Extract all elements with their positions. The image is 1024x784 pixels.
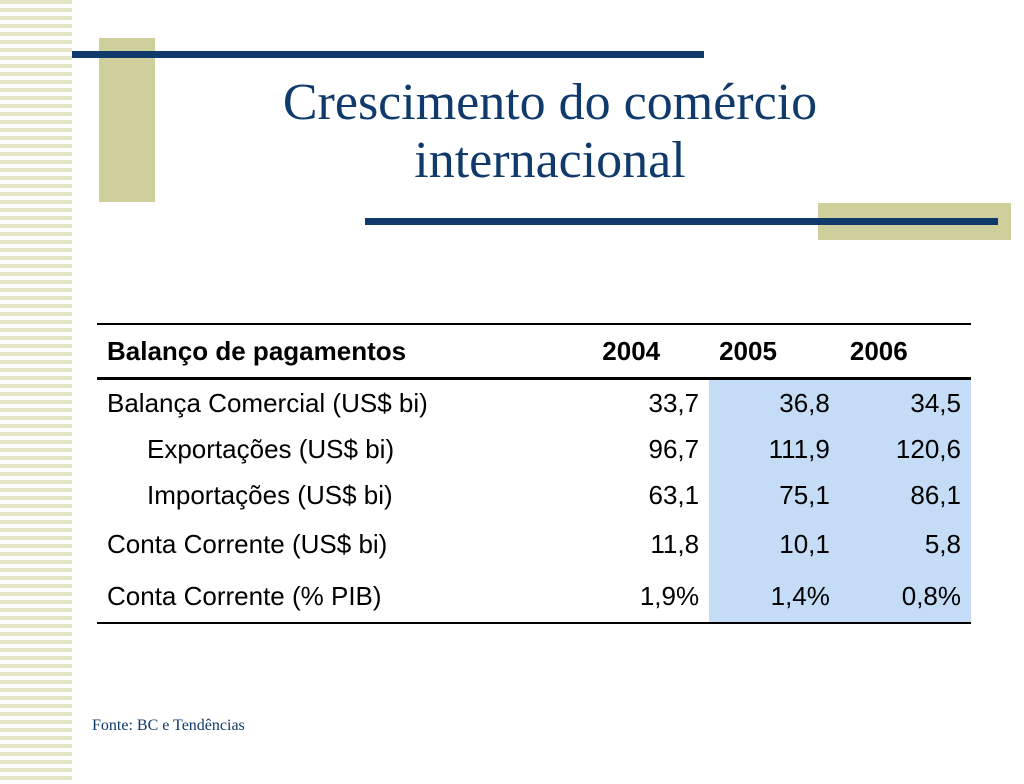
decorative-block-left	[99, 38, 155, 202]
cell-2006: 34,5	[839, 378, 971, 426]
cell-2006: 0,8%	[839, 570, 971, 624]
table-header-row: Balanço de pagamentos 2004 2005 2006	[97, 323, 971, 380]
table-row: Importações (US$ bi) 63,1 75,1 86,1	[97, 472, 971, 518]
row-label: Balança Comercial (US$ bi)	[107, 387, 428, 418]
cell-2005: 75,1	[709, 472, 840, 518]
cell-2004: 96,7	[648, 433, 700, 464]
decorative-line-bottom	[365, 218, 998, 225]
slide-title: Crescimento do comércio internacional	[180, 74, 920, 190]
row-label: Conta Corrente (US$ bi)	[107, 528, 388, 559]
row-label: Exportações (US$ bi)	[147, 433, 395, 464]
cell-2004: 11,8	[650, 528, 700, 559]
cell-2006: 86,1	[839, 472, 971, 518]
slide-title-line2: internacional	[414, 132, 686, 189]
slide-title-line1: Crescimento do comércio	[282, 74, 818, 131]
table-row: Exportações (US$ bi) 96,7 111,9 120,6	[97, 426, 971, 472]
cell-2006: 5,8	[839, 518, 971, 570]
cell-2004: 33,7	[648, 387, 700, 418]
cell-2006: 120,6	[839, 426, 971, 472]
cell-2005: 111,9	[709, 426, 840, 472]
decorative-line-top	[72, 51, 704, 58]
striped-side-bar	[0, 0, 72, 784]
table-row: Balança Comercial (US$ bi) 33,7 36,8 34,…	[97, 378, 971, 426]
cell-2005: 10,1	[709, 518, 840, 570]
table-row: Conta Corrente (% PIB) 1,9% 1,4% 0,8%	[97, 570, 971, 624]
source-note: Fonte: BC e Tendências	[92, 717, 245, 734]
cell-2005: 36,8	[709, 378, 840, 426]
header-label: Balanço de pagamentos	[97, 323, 593, 380]
header-2004: 2004	[592, 323, 710, 380]
cell-2004: 63,1	[648, 479, 700, 510]
header-2005: 2005	[709, 323, 840, 380]
cell-2005: 1,4%	[709, 570, 840, 624]
row-label: Importações (US$ bi)	[147, 479, 393, 510]
cell-2004: 1,9%	[592, 570, 710, 624]
balance-of-payments-table: Balanço de pagamentos 2004 2005 2006 Bal…	[97, 323, 971, 624]
header-2006: 2006	[839, 323, 971, 380]
row-label: Conta Corrente (% PIB)	[97, 570, 593, 624]
table-row: Conta Corrente (US$ bi) 11,8 10,1 5,8	[97, 518, 971, 570]
